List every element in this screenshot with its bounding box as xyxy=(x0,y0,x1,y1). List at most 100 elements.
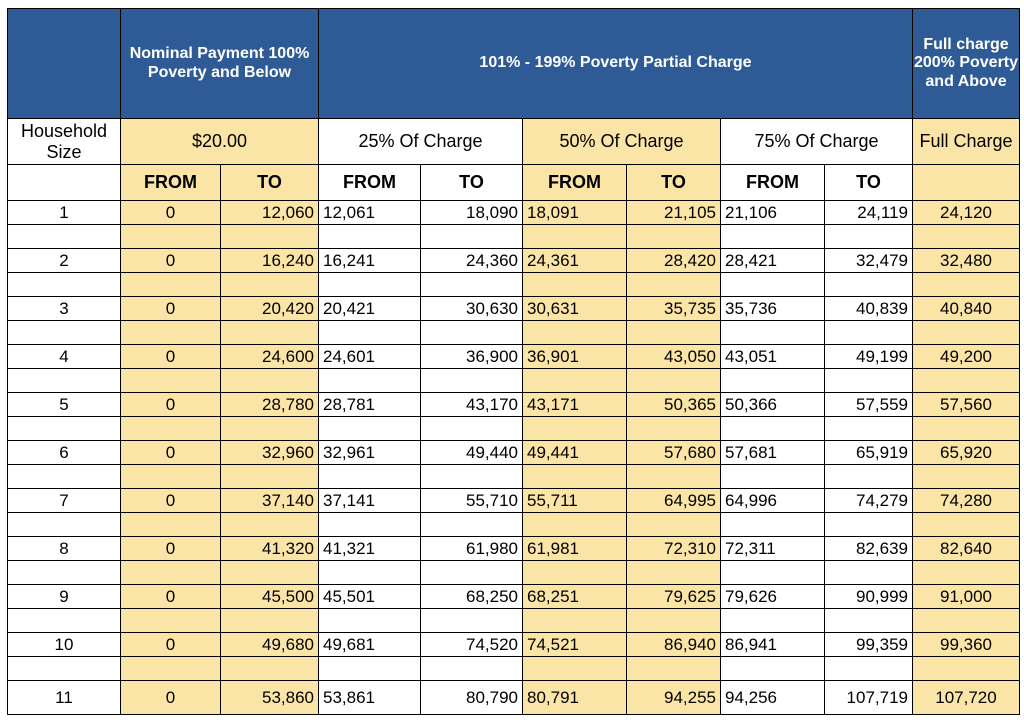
pct25-from-cell: 41,321 xyxy=(318,536,421,561)
pct25-to-cell: 74,520 xyxy=(420,632,523,657)
spacer-cell xyxy=(318,416,421,441)
nominal-to-cell: 16,240 xyxy=(220,248,319,273)
spacer-row xyxy=(7,320,1020,345)
pct50-to-label: TO xyxy=(626,164,721,201)
spacer-cell xyxy=(824,512,913,537)
spacer-row xyxy=(7,656,1020,681)
household-size-cell: 7 xyxy=(7,488,121,513)
spacer-cell xyxy=(220,512,319,537)
spacer-row xyxy=(7,464,1020,489)
pct75-to-cell: 65,919 xyxy=(824,440,913,465)
spacer-cell xyxy=(7,560,121,585)
full-charge-cell: 24,120 xyxy=(912,200,1020,225)
spacer-cell xyxy=(824,368,913,393)
table-row: 9 0 45,500 45,501 68,250 68,251 79,625 79,626 90… xyxy=(7,584,1020,609)
spacer-cell xyxy=(720,272,825,297)
spacer-cell xyxy=(318,272,421,297)
spacer-cell xyxy=(220,224,319,249)
spacer-cell xyxy=(522,560,627,585)
spacer-cell xyxy=(420,224,523,249)
full-charge-cell: 107,720 xyxy=(912,680,1020,715)
spacer-cell xyxy=(824,320,913,345)
spacer-cell xyxy=(912,464,1020,489)
pct25-to-cell: 61,980 xyxy=(420,536,523,561)
nominal-to-label: TO xyxy=(220,164,319,201)
pct75-from-label: FROM xyxy=(720,164,825,201)
household-size-cell: 1 xyxy=(7,200,121,225)
pct50-from-cell: 49,441 xyxy=(522,440,627,465)
spacer-cell xyxy=(912,608,1020,633)
full-charge-cell: 32,480 xyxy=(912,248,1020,273)
household-size-label: Household Size xyxy=(7,118,121,165)
spacer-row xyxy=(7,560,1020,585)
pct25-from-cell: 16,241 xyxy=(318,248,421,273)
pct50-to-cell: 79,625 xyxy=(626,584,721,609)
pct25-to-cell: 55,710 xyxy=(420,488,523,513)
table-row: 6 0 32,960 32,961 49,440 49,441 57,680 57,681 65… xyxy=(7,440,1020,465)
spacer-cell xyxy=(420,416,523,441)
spacer-cell xyxy=(824,416,913,441)
pct75-to-cell: 90,999 xyxy=(824,584,913,609)
pct25-to-cell: 43,170 xyxy=(420,392,523,417)
pct50-from-cell: 43,171 xyxy=(522,392,627,417)
spacer-cell xyxy=(420,512,523,537)
spacer-cell xyxy=(120,608,221,633)
pct75-to-cell: 49,199 xyxy=(824,344,913,369)
spacer-row xyxy=(7,512,1020,537)
nominal-to-cell: 24,600 xyxy=(220,344,319,369)
nominal-from-cell: 0 xyxy=(120,440,221,465)
spacer-cell xyxy=(522,272,627,297)
spacer-cell xyxy=(626,512,721,537)
nominal-to-cell: 37,140 xyxy=(220,488,319,513)
pct75-from-cell: 28,421 xyxy=(720,248,825,273)
pct50-from-cell: 55,711 xyxy=(522,488,627,513)
pct50-from-cell: 74,521 xyxy=(522,632,627,657)
spacer-cell xyxy=(120,656,221,681)
spacer-cell xyxy=(522,464,627,489)
pct25-from-cell: 49,681 xyxy=(318,632,421,657)
spacer-cell xyxy=(912,368,1020,393)
full-charge-cell: 65,920 xyxy=(912,440,1020,465)
nominal-to-cell: 45,500 xyxy=(220,584,319,609)
spacer-cell xyxy=(824,656,913,681)
spacer-cell xyxy=(626,272,721,297)
pct50-from-cell: 36,901 xyxy=(522,344,627,369)
header-partial-charge: 101% - 199% Poverty Partial Charge xyxy=(318,8,913,119)
nominal-to-cell: 20,420 xyxy=(220,296,319,321)
full-charge-blank-cell xyxy=(912,164,1020,201)
household-size-cell: 5 xyxy=(7,392,121,417)
header-nominal-payment: Nominal Payment 100% Poverty and Below xyxy=(120,8,319,119)
household-size-cell: 3 xyxy=(7,296,121,321)
spacer-cell xyxy=(522,656,627,681)
spacer-cell xyxy=(720,608,825,633)
spacer-cell xyxy=(120,512,221,537)
full-charge-cell: 49,200 xyxy=(912,344,1020,369)
spacer-cell xyxy=(420,656,523,681)
spacer-cell xyxy=(7,512,121,537)
spacer-cell xyxy=(912,656,1020,681)
nominal-to-cell: 53,860 xyxy=(220,680,319,715)
spacer-cell xyxy=(912,320,1020,345)
spacer-cell xyxy=(420,368,523,393)
spacer-cell xyxy=(318,464,421,489)
pct25-label: 25% Of Charge xyxy=(318,118,523,165)
spacer-cell xyxy=(720,512,825,537)
household-size-cell: 11 xyxy=(7,680,121,715)
nominal-from-cell: 0 xyxy=(120,536,221,561)
poverty-charge-table: Nominal Payment 100% Poverty and Below 1… xyxy=(7,8,1020,715)
pct25-to-cell: 49,440 xyxy=(420,440,523,465)
nominal-to-cell: 28,780 xyxy=(220,392,319,417)
spacer-cell xyxy=(220,560,319,585)
spacer-cell xyxy=(824,608,913,633)
nominal-from-cell: 0 xyxy=(120,200,221,225)
spacer-row xyxy=(7,272,1020,297)
full-charge-cell: 82,640 xyxy=(912,536,1020,561)
spacer-cell xyxy=(318,512,421,537)
household-size-cell: 4 xyxy=(7,344,121,369)
spacer-cell xyxy=(824,224,913,249)
header-full-charge: Full charge 200% Poverty and Above xyxy=(912,8,1020,119)
full-charge-cell: 40,840 xyxy=(912,296,1020,321)
spacer-cell xyxy=(912,512,1020,537)
spacer-cell xyxy=(7,416,121,441)
pct25-to-cell: 18,090 xyxy=(420,200,523,225)
